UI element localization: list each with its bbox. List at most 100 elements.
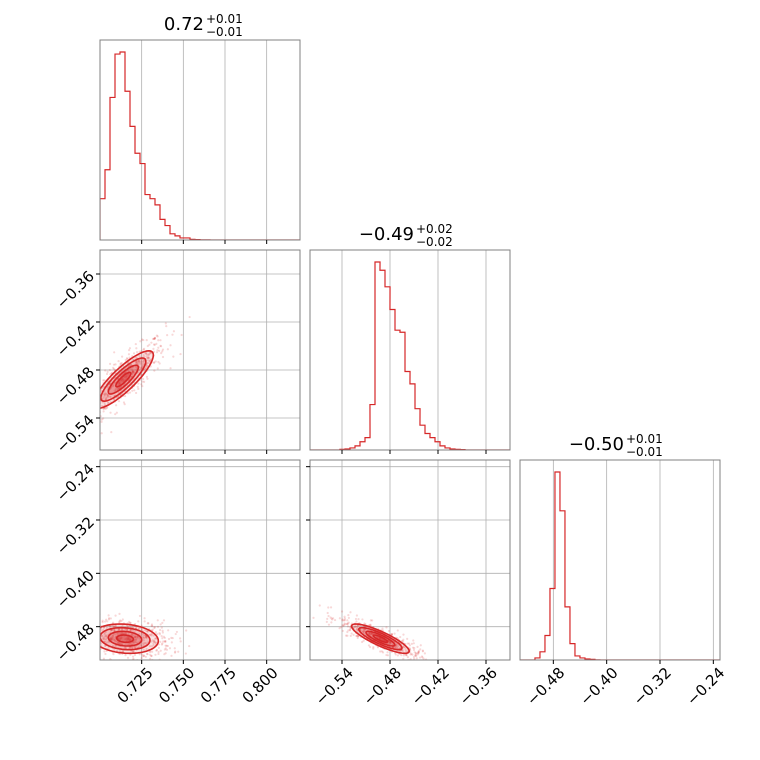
scatter-point xyxy=(108,625,112,628)
scatter-point xyxy=(106,395,110,399)
scatter-point xyxy=(117,382,120,385)
scatter-point xyxy=(141,362,144,366)
scatter-point xyxy=(107,401,110,405)
scatter-point xyxy=(150,634,153,637)
scatter-point xyxy=(126,392,130,395)
scatter-point xyxy=(363,628,366,631)
scatter-point xyxy=(153,336,157,339)
scatter-point xyxy=(318,604,321,607)
scatter-point xyxy=(158,362,161,365)
scatter-point xyxy=(131,655,135,658)
scatter-point xyxy=(157,360,160,364)
scatter-point xyxy=(356,626,359,629)
scatter-point xyxy=(143,369,146,372)
scatter-point xyxy=(118,381,121,384)
scatter-point xyxy=(346,625,350,628)
scatter-point xyxy=(120,631,124,634)
scatter-point xyxy=(147,354,150,357)
scatter-point xyxy=(344,623,347,626)
scatter-point xyxy=(330,617,333,620)
scatter-point xyxy=(152,347,155,350)
x-tick-label: −0.54 xyxy=(312,664,357,709)
scatter-point xyxy=(368,623,371,627)
scatter-point xyxy=(85,615,87,617)
scatter-point xyxy=(153,361,156,364)
scatter-point xyxy=(353,626,356,629)
scatter-point xyxy=(157,339,160,342)
scatter-point xyxy=(389,642,392,645)
scatter-point xyxy=(105,397,108,400)
scatter-point xyxy=(115,404,118,407)
scatter-point xyxy=(102,379,105,382)
scatter-point xyxy=(405,654,408,657)
scatter-point xyxy=(370,632,373,636)
scatter-point xyxy=(414,654,417,657)
x-tick-label: −0.48 xyxy=(523,664,568,709)
scatter-point xyxy=(138,637,141,640)
scatter-point xyxy=(343,622,346,625)
scatter-point xyxy=(161,642,164,645)
scatter-point xyxy=(124,358,127,362)
scatter-point xyxy=(103,379,106,382)
scatter-point xyxy=(88,409,90,411)
scatter-point xyxy=(132,370,135,373)
scatter-point xyxy=(110,431,113,434)
scatter-point xyxy=(363,622,366,625)
scatter-point xyxy=(152,634,155,637)
scatter-point xyxy=(93,413,95,415)
scatter-point xyxy=(139,340,142,343)
scatter-point xyxy=(145,652,149,655)
scatter-point xyxy=(179,637,182,640)
scatter-point xyxy=(142,377,145,381)
scatter-point xyxy=(105,396,108,399)
scatter-point xyxy=(404,648,407,651)
y-tick-label: −0.48 xyxy=(53,620,98,665)
y-tick-label: −0.42 xyxy=(53,315,98,360)
panel-frame xyxy=(99,459,301,661)
scatter-point xyxy=(103,633,106,636)
panel-frame xyxy=(309,459,511,661)
scatter-point xyxy=(134,646,137,649)
scatter-point xyxy=(152,343,156,346)
scatter-point xyxy=(145,647,148,651)
scatter-point xyxy=(164,322,167,325)
scatter-point xyxy=(126,637,130,640)
scatter-point xyxy=(362,629,366,633)
scatter-point xyxy=(141,385,144,388)
scatter-point xyxy=(417,664,419,666)
scatter-point xyxy=(127,638,130,641)
scatter-point xyxy=(134,638,137,641)
scatter-point xyxy=(161,621,164,625)
scatter-point xyxy=(102,396,105,399)
scatter-point xyxy=(156,335,159,338)
scatter-point xyxy=(348,628,352,631)
scatter-point xyxy=(90,655,92,657)
scatter-point xyxy=(108,617,111,620)
scatter-point xyxy=(118,382,121,386)
scatter-point xyxy=(146,356,150,359)
scatter-point xyxy=(119,362,122,365)
scatter-point xyxy=(111,638,114,641)
scatter-point xyxy=(128,391,132,394)
scatter-point xyxy=(136,385,139,388)
scatter-point xyxy=(421,650,425,653)
scatter-point xyxy=(141,632,144,635)
scatter-point xyxy=(126,656,130,659)
scatter-point xyxy=(102,628,105,631)
scatter-point xyxy=(97,414,99,416)
scatter-point xyxy=(128,638,131,641)
scatter-point xyxy=(414,654,417,657)
scatter-point xyxy=(109,657,112,660)
scatter-point xyxy=(97,405,99,407)
scatter-point xyxy=(92,622,94,624)
scatter-point xyxy=(152,361,156,364)
x-tick-label: 0.800 xyxy=(239,664,282,707)
scatter-point xyxy=(146,356,150,359)
scatter-point xyxy=(112,663,114,665)
scatter-point xyxy=(412,639,415,642)
scatter-point xyxy=(109,637,113,640)
scatter-point xyxy=(388,642,392,645)
scatter-point xyxy=(345,634,348,637)
scatter-point xyxy=(101,619,104,622)
scatter-point xyxy=(327,606,330,609)
